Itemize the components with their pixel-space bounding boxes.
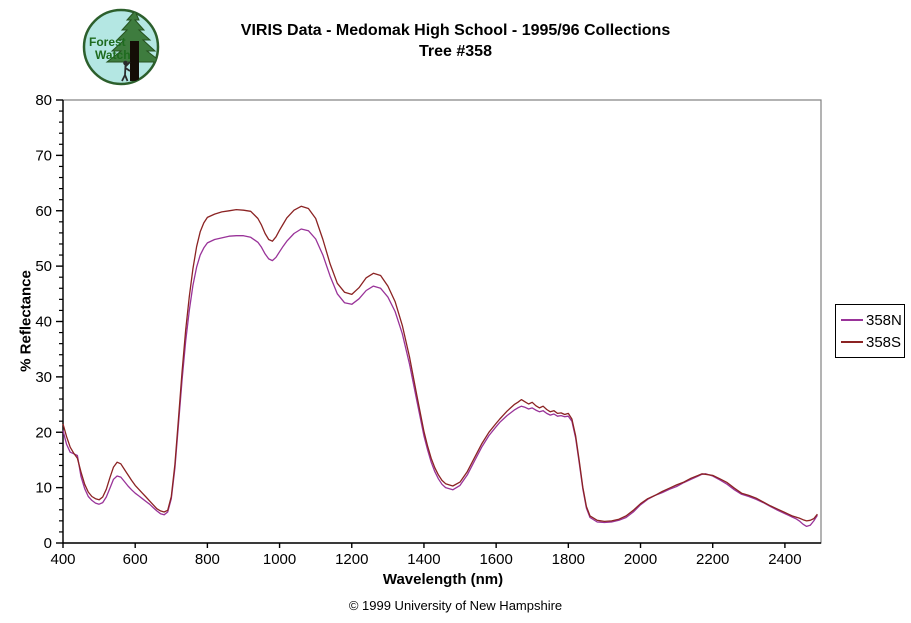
y-tick-label: 0 (44, 535, 52, 552)
logo-text-watch: Watch (95, 48, 131, 62)
legend-line-358N-icon (841, 319, 863, 321)
x-tick-label: 2200 (696, 551, 729, 568)
forestwatch-logo: Forest Watch (82, 8, 160, 86)
y-tick-label: 20 (35, 424, 52, 441)
x-tick-label: 600 (123, 551, 148, 568)
y-tick-label: 40 (35, 314, 52, 331)
x-tick-label: 1600 (479, 551, 512, 568)
legend-line-358S-icon (841, 341, 863, 343)
y-axis-title: % Reflectance (17, 270, 35, 372)
x-tick-label: 800 (195, 551, 220, 568)
y-tick-label: 10 (35, 480, 52, 497)
chart-title-line1: VIRIS Data - Medomak High School - 1995/… (240, 22, 671, 39)
series-line-358N (62, 228, 818, 528)
chart-title-line2: Tree #358 (419, 43, 492, 60)
legend-label-358S: 358S (866, 333, 902, 351)
chart-legend: 358N 358S (835, 304, 905, 358)
legend-label-358N: 358N (866, 311, 902, 329)
y-tick-label: 50 (35, 258, 52, 275)
copyright-text: © 1999 University of New Hampshire (348, 598, 563, 613)
logo-person-icon (121, 60, 131, 82)
y-tick-label: 70 (35, 147, 52, 164)
series-line-358S (62, 205, 818, 523)
x-tick-label: 400 (50, 551, 75, 568)
y-tick-label: 80 (35, 92, 52, 109)
y-tick-label: 60 (35, 203, 52, 220)
plot-area-border (62, 99, 822, 544)
logo-text-forest: Forest (89, 35, 126, 49)
logo-tree-trunk-icon (130, 41, 139, 81)
x-tick-label: 1000 (263, 551, 296, 568)
x-tick-label: 2400 (768, 551, 801, 568)
x-tick-label: 1200 (335, 551, 368, 568)
x-tick-label: 1400 (407, 551, 440, 568)
y-tick-label: 30 (35, 369, 52, 386)
x-tick-label: 2000 (624, 551, 657, 568)
legend-entry-358S: 358S (841, 331, 904, 353)
x-tick-label: 1800 (552, 551, 585, 568)
x-axis-title: Wavelength (nm) (382, 571, 504, 588)
legend-entry-358N: 358N (841, 309, 904, 331)
